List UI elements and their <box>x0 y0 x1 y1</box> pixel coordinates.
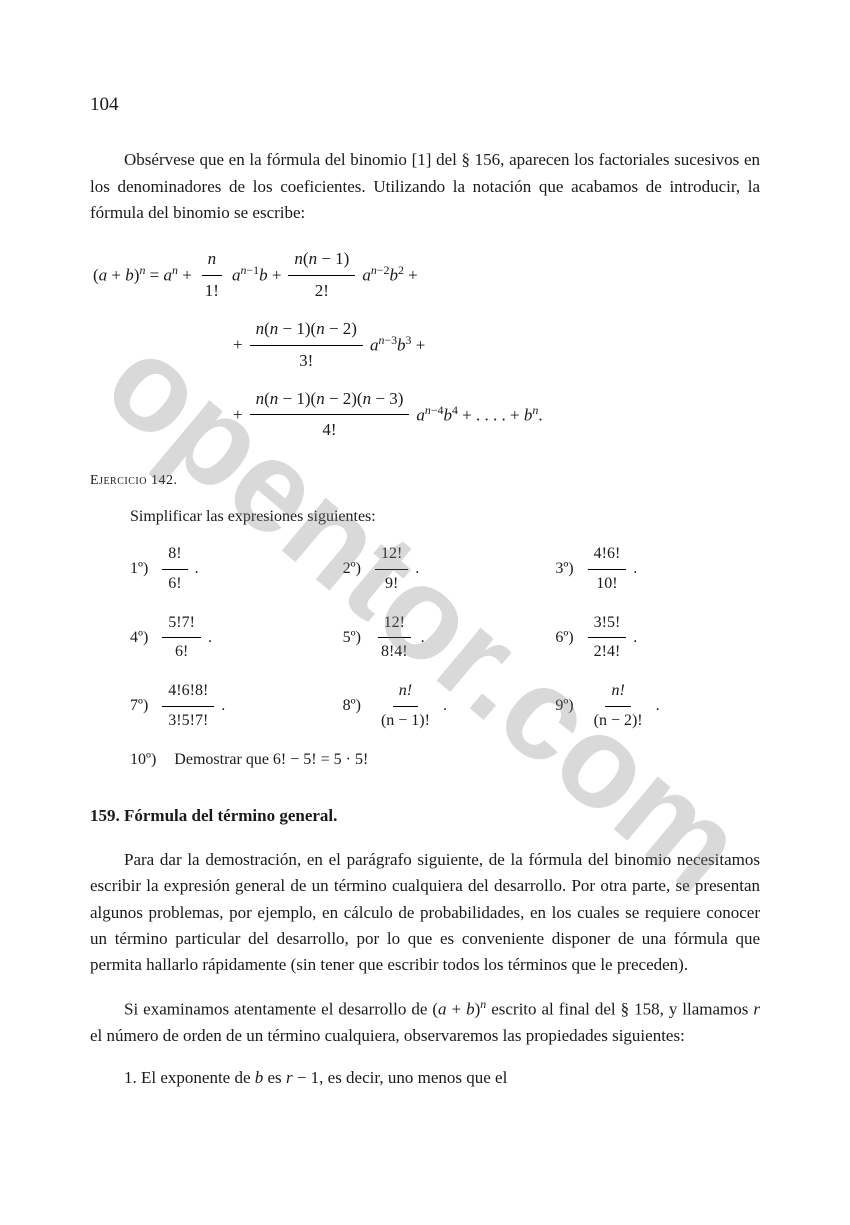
paragraph-2: Para dar la demostración, en el parágraf… <box>90 847 760 979</box>
exercise-item: 4º)5!7!6!. <box>130 611 335 666</box>
exercise-item: 8º)n!(n − 1)!. <box>343 679 548 734</box>
page-number: 104 <box>90 90 760 119</box>
section-heading: 159. Fórmula del término general. <box>90 803 760 829</box>
paragraph-4: 1. El exponente de b es r − 1, es decir,… <box>90 1065 760 1091</box>
exercise-instruction: Simplificar las expresiones siguientes: <box>130 505 760 530</box>
paragraph-3: Si examinamos atentamente el desarrollo … <box>90 995 760 1049</box>
exercise-item: 9º)n!(n − 2)!. <box>555 679 760 734</box>
exercise-item: 5º)12!8!4!. <box>343 611 548 666</box>
exercise-item: 3º)4!6!10!. <box>555 542 760 597</box>
exercise-item-10: 10º) Demostrar que 6! − 5! = 5 · 5! <box>130 748 760 773</box>
exercise-item: 6º)3!5!2!4!. <box>555 611 760 666</box>
exercise-heading: Ejercicio 142. <box>90 470 760 492</box>
exercise-item: 2º)12!9!. <box>343 542 548 597</box>
exercise-grid: 1º)8!6!. 2º)12!9!. 3º)4!6!10!. 4º)5!7!6!… <box>130 542 760 734</box>
exercise-item: 1º)8!6!. <box>130 542 335 597</box>
binomial-formula: (a + b)n = an + n1! an−1b + n(n − 1)2! a… <box>90 246 760 443</box>
intro-paragraph: Obsérvese que en la fórmula del binomio … <box>90 147 760 226</box>
exercise-item: 7º)4!6!8!3!5!7!. <box>130 679 335 734</box>
